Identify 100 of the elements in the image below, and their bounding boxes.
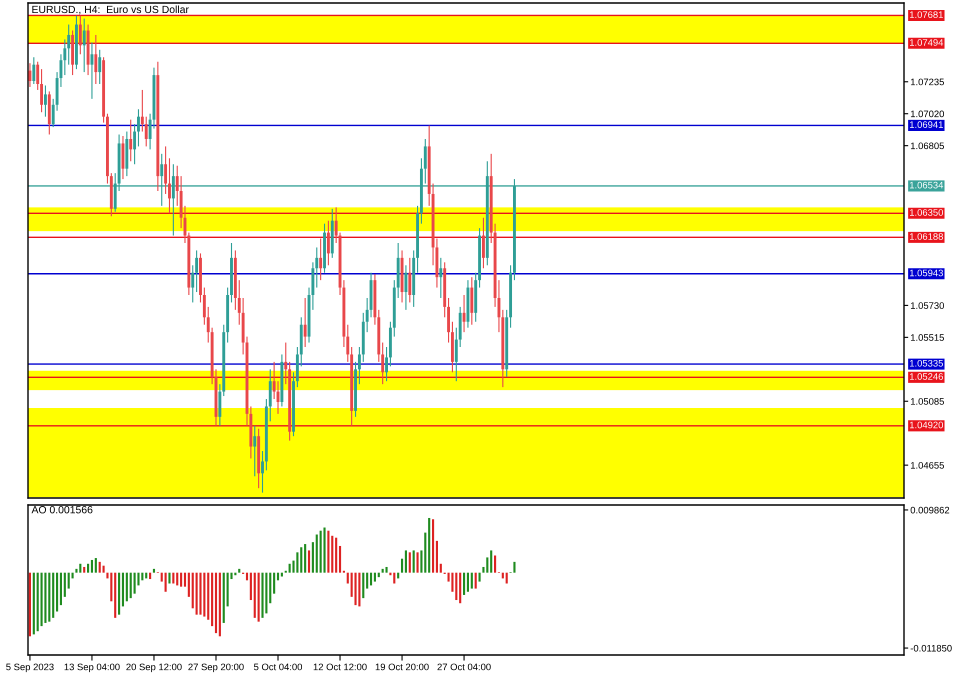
y-tick-label: 1.05730 xyxy=(910,302,944,309)
bar xyxy=(304,544,306,573)
candlestick xyxy=(404,264,408,310)
bar xyxy=(416,552,419,573)
bar xyxy=(320,530,322,573)
bar xyxy=(118,572,120,615)
bar xyxy=(126,572,128,602)
bar xyxy=(246,572,248,580)
bar xyxy=(114,572,116,618)
y-tick-label: -0.011850 xyxy=(910,644,952,652)
bar xyxy=(254,572,256,618)
bar xyxy=(238,568,240,573)
bar xyxy=(408,552,411,573)
candlestick xyxy=(462,294,466,333)
bar xyxy=(145,572,148,578)
ref-line-label: 1.07494 xyxy=(910,39,944,46)
bar xyxy=(280,572,283,576)
bar xyxy=(234,572,236,576)
bar xyxy=(276,572,280,580)
y-tick-label: 1.04655 xyxy=(910,462,944,469)
bar xyxy=(404,550,407,573)
bar xyxy=(350,572,353,597)
candlestick xyxy=(408,257,412,303)
bar xyxy=(102,566,105,573)
bar xyxy=(474,572,477,589)
bar xyxy=(214,572,218,634)
bar xyxy=(393,572,396,584)
bar xyxy=(385,566,388,573)
bar xyxy=(400,558,404,573)
bar xyxy=(203,572,206,617)
ref-line-label: 1.07681 xyxy=(910,11,943,18)
bar xyxy=(130,572,132,598)
x-tick-label: 20 Sep 12:00 xyxy=(126,664,182,672)
candlestick xyxy=(326,220,330,266)
ref-line-label: 1.04920 xyxy=(910,422,944,428)
bar xyxy=(176,572,178,586)
candlestick xyxy=(497,280,500,333)
candlestick xyxy=(44,84,47,118)
y-tick-label: 1.05085 xyxy=(910,398,944,405)
candlestick xyxy=(32,56,36,85)
bar xyxy=(432,519,434,573)
bar xyxy=(447,572,450,582)
bar xyxy=(462,572,466,595)
bar xyxy=(362,572,364,598)
bar xyxy=(455,572,458,600)
bar xyxy=(141,572,144,580)
bar xyxy=(258,572,260,622)
bar xyxy=(60,572,62,606)
candlestick xyxy=(482,217,485,269)
bar xyxy=(261,572,264,618)
bar xyxy=(265,572,268,614)
bar xyxy=(94,558,97,573)
bar xyxy=(338,546,342,573)
bar xyxy=(199,572,202,615)
chart-title: AO 0.001566 xyxy=(32,506,92,514)
bar xyxy=(196,572,198,615)
x-tick-label: 5 Sep 2023 xyxy=(6,664,54,672)
bar xyxy=(370,572,372,586)
bar xyxy=(358,572,360,606)
candlestick xyxy=(28,62,32,88)
candlestick xyxy=(90,42,94,100)
candlestick xyxy=(36,61,40,90)
ref-line-label: 1.06188 xyxy=(910,233,943,240)
bar xyxy=(494,556,496,573)
bar xyxy=(83,566,86,573)
y-tick-label: 1.07020 xyxy=(910,110,944,118)
bar xyxy=(374,572,376,582)
bar xyxy=(98,562,101,573)
bar xyxy=(32,572,35,634)
bar xyxy=(466,572,470,592)
bar xyxy=(149,572,152,580)
bar xyxy=(184,572,186,587)
candlestick xyxy=(261,450,264,494)
bar xyxy=(412,550,415,573)
candlestick xyxy=(40,68,44,113)
bar xyxy=(459,572,462,604)
candlestick xyxy=(184,205,186,244)
ref-line-label: 1.05246 xyxy=(910,373,943,380)
bar xyxy=(308,550,310,573)
candlestick xyxy=(94,34,98,85)
bar xyxy=(292,560,295,573)
bar xyxy=(470,572,473,589)
bar xyxy=(222,572,225,623)
bar xyxy=(300,547,302,573)
ref-line-label: 1.05943 xyxy=(910,270,943,276)
ref-line-label: 1.06534 xyxy=(910,182,944,188)
y-tick-label: 1.07235 xyxy=(910,78,944,86)
bar xyxy=(48,572,50,622)
bar xyxy=(164,572,167,592)
x-tick-label: 5 Oct 04:00 xyxy=(254,664,302,670)
bar xyxy=(44,572,47,623)
bar xyxy=(64,572,66,597)
bar xyxy=(354,572,357,606)
candlestick xyxy=(334,206,338,244)
chart-title: EURUSD., H4: Euro vs US Dollar xyxy=(32,5,189,14)
bar xyxy=(211,572,214,626)
bar xyxy=(335,538,338,573)
bar xyxy=(436,540,438,573)
x-tick-label: 12 Oct 12:00 xyxy=(314,664,367,670)
bar xyxy=(90,560,94,573)
